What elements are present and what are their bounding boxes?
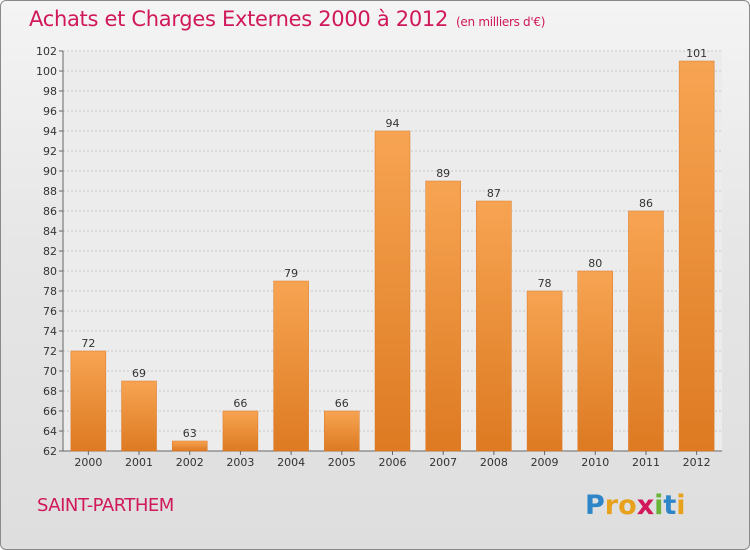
proxiti-logo[interactable]: Proxiti — [585, 490, 686, 521]
bar — [577, 270, 614, 452]
y-tick-label: 78 — [43, 285, 57, 298]
x-tick-label: 2009 — [531, 456, 559, 469]
chart-title: Achats et Charges Externes 2000 à 2012 (e… — [29, 7, 545, 31]
bar — [273, 280, 309, 452]
bar-value-label: 66 — [335, 397, 349, 410]
y-tick-label: 76 — [43, 305, 57, 318]
y-tick-label: 102 — [36, 45, 57, 58]
x-tick-label: 2004 — [277, 456, 305, 469]
y-tick-label: 62 — [43, 445, 57, 458]
y-tick-label: 96 — [43, 105, 57, 118]
x-tick-label: 2011 — [632, 456, 660, 469]
bar — [121, 380, 157, 452]
city-name: SAINT-PARTHEM — [37, 495, 174, 516]
y-tick-label: 72 — [43, 345, 57, 358]
bar — [526, 290, 563, 452]
y-tick-label: 80 — [43, 265, 57, 278]
bar — [678, 60, 715, 452]
y-tick-label: 100 — [36, 65, 57, 78]
y-tick-label: 70 — [43, 365, 57, 378]
y-tick-label: 66 — [43, 405, 57, 418]
x-tick-label: 2005 — [328, 456, 356, 469]
y-tick-label: 64 — [43, 425, 57, 438]
y-tick-label: 68 — [43, 385, 57, 398]
chart-subtitle: (en milliers d'€) — [456, 15, 546, 29]
logo-letter: o — [618, 490, 637, 521]
bar — [324, 410, 360, 452]
bar — [425, 180, 461, 452]
y-tick-label: 98 — [43, 85, 57, 98]
bar — [476, 200, 512, 452]
y-tick-label: 88 — [43, 185, 57, 198]
logo-letter: r — [604, 490, 619, 521]
bar — [171, 440, 208, 452]
bar — [628, 210, 664, 452]
x-tick-label: 2008 — [480, 456, 508, 469]
bar-value-label: 72 — [81, 337, 95, 350]
x-tick-label: 2000 — [74, 456, 102, 469]
x-tick-label: 2001 — [125, 456, 153, 469]
title-text: Achats et Charges Externes 2000 à 2012 — [29, 7, 449, 31]
logo-letter: P — [585, 490, 605, 521]
logo-letter: x — [636, 490, 655, 521]
bar — [70, 350, 107, 452]
bar-value-label: 87 — [487, 187, 501, 200]
bar-value-label: 86 — [639, 197, 653, 210]
y-tick-label: 94 — [43, 125, 57, 138]
bar — [374, 130, 411, 452]
x-tick-label: 2003 — [226, 456, 254, 469]
logo-letter: t — [663, 490, 677, 521]
logo-letter: i — [676, 490, 686, 521]
bar-value-label: 69 — [132, 367, 146, 380]
y-tick-label: 90 — [43, 165, 57, 178]
bar-value-label: 63 — [183, 427, 197, 440]
bar-value-label: 66 — [233, 397, 247, 410]
bar — [222, 410, 259, 452]
x-tick-label: 2002 — [176, 456, 204, 469]
y-tick-label: 82 — [43, 245, 57, 258]
bar-value-label: 80 — [588, 257, 602, 270]
bar-value-label: 94 — [386, 117, 400, 130]
y-tick-label: 74 — [43, 325, 57, 338]
y-tick-label: 86 — [43, 205, 57, 218]
bar-value-label: 89 — [436, 167, 450, 180]
y-tick-label: 92 — [43, 145, 57, 158]
y-tick-label: 84 — [43, 225, 57, 238]
x-tick-label: 2010 — [581, 456, 609, 469]
bar-value-label: 79 — [284, 267, 298, 280]
x-tick-label: 2006 — [379, 456, 407, 469]
x-tick-label: 2012 — [683, 456, 711, 469]
x-tick-label: 2007 — [429, 456, 457, 469]
logo-letter: i — [654, 490, 664, 521]
bar-value-label: 101 — [686, 47, 707, 60]
bar-value-label: 78 — [538, 277, 552, 290]
